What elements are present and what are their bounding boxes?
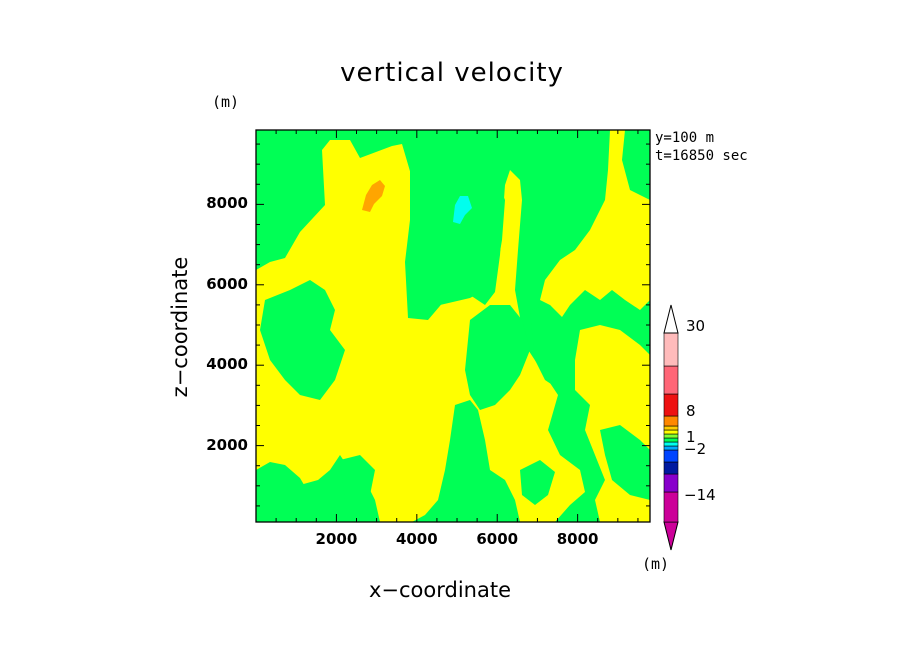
chart-title: vertical velocity [340, 58, 564, 88]
colorbar-swatch [663, 429, 679, 435]
colorbar-swatch [663, 425, 679, 431]
negative-patch-bottom4 [600, 425, 650, 500]
y-tick-label: 6000 [206, 274, 248, 293]
negative-patch-bottom3 [520, 460, 555, 505]
x-axis-label: x−coordinate [368, 578, 512, 602]
negative-patch-midleft [260, 280, 345, 400]
colorbar-label: 1 [686, 428, 696, 446]
negative-patch-bottom [256, 462, 310, 522]
info-line-1: y=100 m [655, 130, 715, 146]
positive-region-right [540, 130, 650, 320]
y-tick-label: 4000 [206, 355, 248, 374]
positive-region-main [256, 140, 585, 522]
colorbar-label: 30 [686, 317, 706, 335]
y-tick-label: 2000 [206, 435, 248, 454]
colorbar-swatch [663, 461, 679, 475]
colorbar-swatch [663, 365, 679, 395]
positive-region-lower-left [256, 345, 300, 460]
x-tick-label: 6000 [476, 530, 519, 548]
negative-patch-midright [465, 305, 530, 410]
colorbar-swatch [663, 445, 679, 451]
x-tick-label: 8000 [556, 530, 599, 548]
colorbar-swatch [663, 441, 679, 447]
negative-cell [453, 196, 472, 224]
y-axis-unit: (m) [212, 93, 240, 111]
negative-patch-bottom2 [340, 455, 375, 510]
colorbar-unit: (m) [642, 555, 670, 573]
colorbar-swatch [663, 491, 679, 523]
colorbar-swatch [663, 473, 679, 493]
plot-area [256, 130, 650, 522]
colorbar-swatch [663, 415, 679, 427]
colorbar-label: −2 [684, 440, 707, 458]
colorbar [663, 304, 679, 551]
colorbar-swatch [663, 433, 679, 439]
colorbar-upper-extend [663, 304, 679, 334]
colorbar-swatch [663, 393, 679, 417]
axis-ticks [256, 130, 650, 522]
negative-patch-right [530, 305, 575, 390]
info-line-2: t=16850 sec [655, 148, 748, 164]
colorbar-swatch [663, 437, 679, 443]
x-tick-label: 4000 [395, 530, 438, 548]
y-tick-label: 8000 [206, 194, 248, 213]
colorbar-lower-extend [663, 521, 679, 551]
colorbar-swatch [663, 449, 679, 463]
x-tick-label: 2000 [315, 530, 358, 548]
colorbar-label: 8 [686, 402, 696, 420]
colorbar-label: −14 [684, 486, 716, 504]
strong-positive-cell [362, 180, 385, 212]
plot-frame [255, 129, 651, 523]
colorbar-swatch [663, 332, 679, 367]
y-axis-label: z−coordinate [168, 256, 192, 398]
